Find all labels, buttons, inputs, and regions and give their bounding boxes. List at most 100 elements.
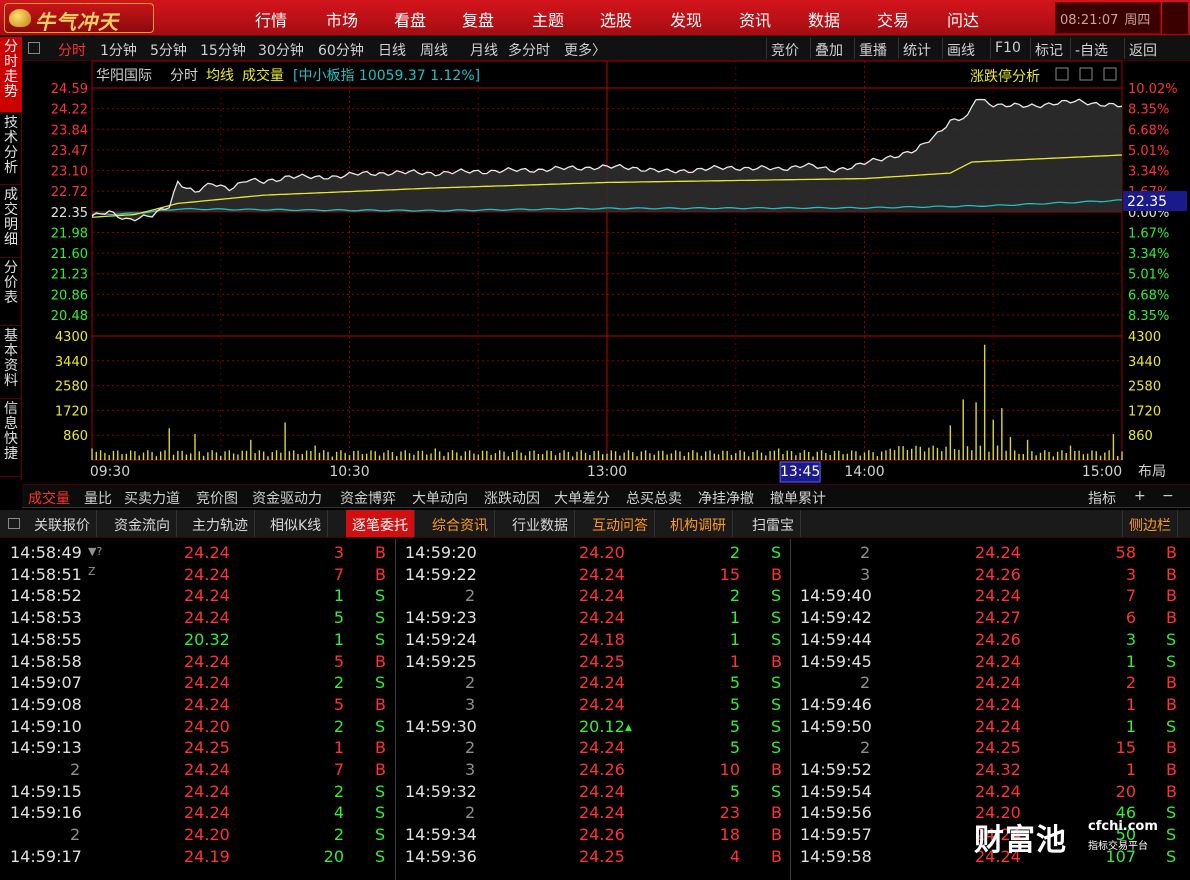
indicator-tab-6[interactable]: 大单动向 xyxy=(412,491,468,507)
period-tab-3[interactable]: 15分钟 xyxy=(200,43,246,59)
indicator-ctrl-1[interactable]: + xyxy=(1134,488,1146,504)
indicator-tab-8[interactable]: 大单差分 xyxy=(554,491,610,507)
info-tab-5[interactable]: 综合资讯 xyxy=(426,510,495,537)
chart-window-icon-2[interactable] xyxy=(1103,67,1117,81)
tick-time: 14:59:52 xyxy=(800,760,872,779)
top-menu-8[interactable]: 数据 xyxy=(808,11,841,30)
top-menu-10[interactable]: 问达 xyxy=(947,11,980,30)
indicator-tab-2[interactable]: 买卖力道 xyxy=(124,491,180,507)
panel-toggle-icon[interactable] xyxy=(28,42,40,54)
top-menu-6[interactable]: 发现 xyxy=(670,11,703,30)
indicator-tab-1[interactable]: 量比 xyxy=(84,491,112,507)
top-menu-3[interactable]: 复盘 xyxy=(462,11,495,30)
left-tab-2[interactable]: 成交明细 xyxy=(0,185,22,258)
tick-price: 24.20 xyxy=(184,716,230,736)
top-menu-5[interactable]: 选股 xyxy=(600,11,633,30)
indicator-tab-9[interactable]: 总买总卖 xyxy=(626,491,682,507)
tool-5[interactable]: F10 xyxy=(990,38,1025,59)
zt-analysis-link[interactable]: 涨跌停分析 xyxy=(970,68,1040,85)
left-tab-0[interactable]: 分时走势 xyxy=(0,37,22,113)
tick-side: S xyxy=(771,738,782,758)
period-tab-9[interactable]: 多分时 xyxy=(508,43,550,59)
indicator-tab-5[interactable]: 资金博弈 xyxy=(340,491,396,507)
info-tab-4[interactable]: 逐笔委托 xyxy=(346,510,415,537)
top-menu-4[interactable]: 主题 xyxy=(532,11,565,30)
period-tab-5[interactable]: 60分钟 xyxy=(318,43,364,59)
period-tab-1[interactable]: 1分钟 xyxy=(100,43,137,59)
left-tab-3[interactable]: 分价表 xyxy=(0,258,22,326)
indicator-tab-0[interactable]: 成交量 xyxy=(28,491,70,507)
tick-volume: 1 xyxy=(1125,716,1136,736)
watermark-domain: cfchi.com xyxy=(1088,819,1158,834)
tick-time: 14:59:23 xyxy=(405,608,477,628)
period-tab-8[interactable]: 月线 xyxy=(470,43,498,59)
period-tab-0[interactable]: 分时 xyxy=(58,43,86,59)
left-tab-1[interactable]: 技术分析 xyxy=(0,113,22,185)
period-tab-2[interactable]: 5分钟 xyxy=(150,43,187,59)
volume-tick-right: 3440 xyxy=(1128,355,1161,370)
tool-0[interactable]: 竞价 xyxy=(766,38,803,59)
left-tab-5[interactable]: 信息快捷 xyxy=(0,399,22,477)
time-label: 13:00 xyxy=(587,464,627,480)
tool-7[interactable]: -自选 xyxy=(1070,38,1112,59)
tick-price: 24.20 xyxy=(975,803,1021,823)
period-tab-7[interactable]: 周线 xyxy=(420,43,448,59)
info-tab-0[interactable]: 关联报价 xyxy=(28,510,97,537)
info-tab-8[interactable]: 机构调研 xyxy=(664,510,733,537)
volume-tick: 3440 xyxy=(55,355,88,370)
tool-6[interactable]: 标记 xyxy=(1030,38,1067,59)
top-menu-0[interactable]: 行情 xyxy=(255,11,288,30)
tick-price: 20.12 xyxy=(579,716,625,736)
tick-price: 24.24 xyxy=(579,781,625,801)
info-tab-1[interactable]: 资金流向 xyxy=(108,510,177,537)
tick-volume: 5 xyxy=(729,673,740,693)
tick-time: 14:59:20 xyxy=(405,543,477,562)
tool-1[interactable]: 叠加 xyxy=(810,38,847,59)
tick-time: 3 xyxy=(860,564,871,584)
left-tab-4[interactable]: 基本资料 xyxy=(0,326,22,399)
tick-side: B xyxy=(771,825,782,845)
tick-side: B xyxy=(1166,673,1177,693)
price-box xyxy=(1123,191,1187,211)
indicator-tab-4[interactable]: 资金驱动力 xyxy=(252,491,322,507)
info-tab-2[interactable]: 主力轨迹 xyxy=(186,510,255,537)
logo-text: 牛气冲天 xyxy=(35,10,119,34)
indicator-tab-10[interactable]: 净挂净撤 xyxy=(698,491,754,507)
price-tick: 24.22 xyxy=(51,103,88,118)
tick-volume: 5 xyxy=(729,738,740,758)
period-tab-4[interactable]: 30分钟 xyxy=(258,43,304,59)
top-menu-1[interactable]: 市场 xyxy=(326,11,359,30)
info-tab-9[interactable]: 扫雷宝 xyxy=(746,510,801,537)
collapse-icon[interactable] xyxy=(8,518,20,529)
period-tab-10[interactable]: 更多〉 xyxy=(564,43,606,59)
layout-button[interactable]: 布局 xyxy=(1138,464,1166,480)
top-menu-9[interactable]: 交易 xyxy=(877,11,910,30)
chart-window-icon-0[interactable] xyxy=(1055,67,1069,81)
tick-side: S xyxy=(771,629,782,649)
period-tab-6[interactable]: 日线 xyxy=(378,43,406,59)
clock-extension xyxy=(1162,2,1188,34)
tool-2[interactable]: 重播 xyxy=(854,38,891,59)
pct-tick: 5.01% xyxy=(1128,144,1169,159)
tool-4[interactable]: 画线 xyxy=(942,38,979,59)
indicator-tab-11[interactable]: 撤单累计 xyxy=(770,491,826,507)
tool-8[interactable]: 返回 xyxy=(1124,38,1161,59)
intraday-chart[interactable]: 24.59 10.02% 24.22 8.35% 23.84 6.68% 23.47 5.01… xyxy=(0,0,1190,484)
index-line xyxy=(91,199,1122,216)
top-menu-2[interactable]: 看盘 xyxy=(394,11,427,30)
indicator-tab-7[interactable]: 涨跌动因 xyxy=(484,491,540,507)
tool-3[interactable]: 统计 xyxy=(898,38,935,59)
info-tab-7[interactable]: 互动问答 xyxy=(586,510,655,537)
indicator-ctrl-0[interactable]: 指标 xyxy=(1088,491,1116,507)
tick-side: S xyxy=(771,586,782,606)
tick-time: 14:59:36 xyxy=(405,846,477,866)
sidebar-toggle[interactable]: 侧边栏 xyxy=(1122,510,1178,537)
app-logo[interactable]: 牛气冲天 xyxy=(4,3,154,34)
info-tab-3[interactable]: 相似K线 xyxy=(264,510,329,537)
indicator-tab-3[interactable]: 竞价图 xyxy=(196,491,238,507)
top-menu-7[interactable]: 资讯 xyxy=(739,11,772,30)
chart-window-icon-1[interactable] xyxy=(1079,67,1093,81)
indicator-ctrl-2[interactable]: − xyxy=(1162,488,1174,504)
tick-price: 24.26 xyxy=(579,760,625,779)
info-tab-6[interactable]: 行业数据 xyxy=(506,510,575,537)
